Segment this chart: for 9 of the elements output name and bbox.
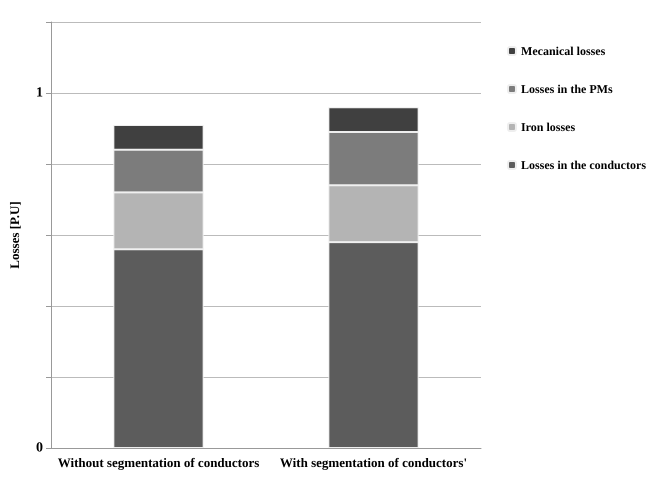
y-axis-title: Losses [P.U] [7, 201, 22, 269]
y-tick-label: 0 [36, 440, 43, 456]
legend-label: Mecanical losses [520, 44, 606, 58]
legend-label: Losses in the PMs [520, 82, 613, 96]
x-tick-label: With segmentation of conductors' [280, 455, 468, 470]
x-tick-label: Without segmentation of conductors [58, 455, 260, 470]
legend-label: Iron losses [520, 120, 576, 134]
y-tick-label: 1 [36, 86, 43, 100]
legend-label: Losses in the conductors [520, 158, 646, 172]
